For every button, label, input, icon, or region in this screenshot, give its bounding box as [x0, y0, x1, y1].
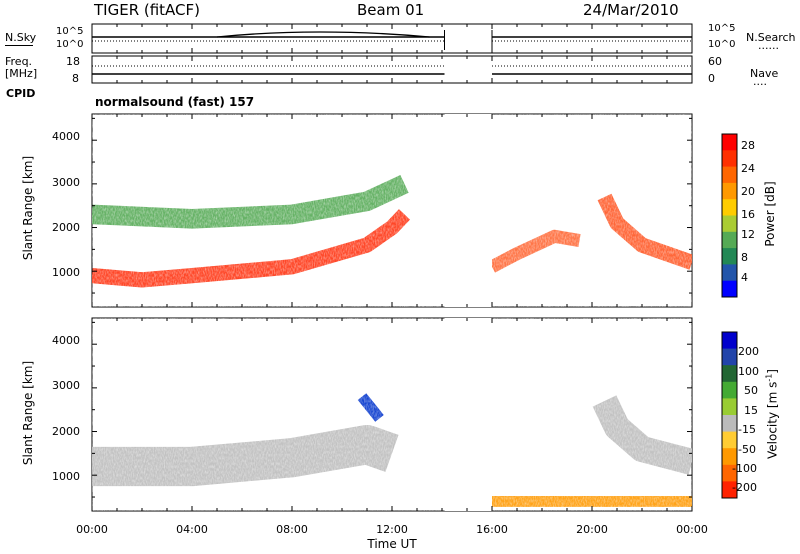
power-cbar-tick-8: 8 [741, 251, 748, 264]
power-cbar-tick-4: 4 [741, 271, 748, 284]
colorbars [721, 133, 738, 499]
nsky-tick-low: 10^0 [56, 39, 84, 50]
nsky-legend-line [5, 45, 33, 46]
freq-unit-label: [MHz] [5, 67, 38, 80]
nsearch-tick-high: 10^5 [708, 23, 736, 34]
nsky-bump [216, 31, 430, 38]
nsearch-tick-low: 10^0 [708, 39, 736, 50]
nave-label: Nave [750, 67, 779, 80]
xtick-0400: 04:00 [176, 523, 208, 536]
power-cbar-tick-24: 24 [741, 162, 755, 175]
vel-cbar-label-main: Velocity [m s [765, 381, 780, 459]
power-ytick-3000: 3000 [52, 176, 80, 189]
velocity-colorbar-swatch [722, 381, 737, 399]
freq-tick-high: 18 [66, 55, 80, 68]
power-colorbar-swatch [722, 166, 737, 184]
freq-tick-low: 8 [72, 72, 79, 85]
beam-title: Beam 01 [357, 1, 425, 19]
nave-tick-low: 0 [708, 72, 715, 85]
xtick-1600: 16:00 [476, 523, 508, 536]
power-cbar-tick-12: 12 [741, 228, 755, 241]
speckle-overlay [92, 114, 692, 307]
power-ylabel: Slant Range [km] [21, 155, 35, 261]
velocity-ylabel: Slant Range [km] [21, 360, 35, 466]
power-cbar-tick-16: 16 [741, 208, 755, 221]
vel-cbar-tick-m15: -15 [738, 423, 756, 436]
vel-cbar-label-end: ] [765, 369, 780, 374]
power-colorbar-swatch [722, 199, 737, 216]
velocity-colorbar-frame [721, 331, 738, 499]
vel-cbar-tick-200: 200 [738, 345, 759, 358]
nsearch-label: N.Search [746, 31, 796, 44]
power-colorbar-swatch [722, 182, 737, 200]
speckle-overlay [92, 318, 692, 511]
velocity-colorbar-swatch [722, 481, 737, 499]
power-colorbar-swatch [722, 248, 737, 265]
cpid-text: normalsound (fast) 157 [95, 95, 255, 109]
xaxis-label: Time UT [367, 537, 417, 551]
power-ytick-2000: 2000 [52, 221, 80, 234]
vel-cbar-tick-100: 100 [738, 365, 759, 378]
vel-cbar-label: Velocity [m s-1] [764, 369, 780, 459]
vel-ytick-2000: 2000 [52, 425, 80, 438]
vel-ytick-3000: 3000 [52, 379, 80, 392]
vel-cbar-tick-m200: -200 [732, 481, 757, 494]
xtick-0000: 00:00 [76, 523, 108, 536]
cpid-label: CPID [6, 87, 36, 100]
velocity-colorbar-swatch [722, 464, 737, 482]
nsky-label: N.Sky [5, 31, 37, 44]
xtick-2400: 00:00 [676, 523, 708, 536]
velocity-colorbar-swatch [722, 348, 737, 366]
xtick-2000: 20:00 [576, 523, 608, 536]
velocity-colorbar-swatch [722, 448, 737, 466]
axis-ticks [91, 24, 693, 511]
noise-freq-lines [92, 30, 692, 75]
freq-label: Freq. [5, 55, 33, 68]
power-ytick-4000: 4000 [52, 130, 80, 143]
vel-cbar-tick-50: 50 [744, 384, 758, 397]
nave-legend: .... [753, 75, 767, 88]
nsearch-legend: ...... [758, 39, 779, 52]
radar-title: TIGER (fitACF) [94, 1, 201, 19]
vel-cbar-label-sup: -1 [764, 373, 774, 382]
data-gap [444, 318, 492, 511]
power-colorbar-swatch [722, 231, 737, 249]
nsky-tick-high: 10^5 [56, 26, 84, 37]
power-heatmap [92, 114, 692, 307]
power-colorbar-swatch [722, 150, 737, 168]
data-gap [444, 114, 492, 307]
power-colorbar-swatch [722, 280, 737, 298]
velocity-colorbar-swatch [722, 431, 737, 449]
velocity-colorbar-swatch [722, 365, 737, 383]
nave-tick-high: 60 [708, 55, 722, 68]
power-ytick-1000: 1000 [52, 266, 80, 279]
power-cbar-tick-28: 28 [741, 139, 755, 152]
power-colorbar-swatch [722, 134, 737, 151]
vel-cbar-tick-m50: -50 [738, 443, 756, 456]
power-colorbar-swatch [722, 215, 737, 233]
vel-cbar-tick-15: 15 [744, 404, 758, 417]
power-cbar-label: Power [dB] [763, 181, 777, 247]
vel-cbar-tick-m100: -100 [732, 462, 757, 475]
power-colorbar-frame [721, 133, 738, 298]
velocity-colorbar-swatch [722, 398, 737, 416]
vel-ytick-4000: 4000 [52, 334, 80, 347]
xtick-0800: 08:00 [276, 523, 308, 536]
power-cbar-tick-20: 20 [741, 185, 755, 198]
velocity-colorbar-swatch [722, 332, 737, 350]
velocity-heatmap [92, 318, 692, 511]
vel-ytick-1000: 1000 [52, 470, 80, 483]
velocity-colorbar-swatch [722, 415, 737, 433]
date-title: 24/Mar/2010 [583, 1, 679, 19]
xtick-1200: 12:00 [376, 523, 408, 536]
power-colorbar-swatch [722, 264, 737, 282]
